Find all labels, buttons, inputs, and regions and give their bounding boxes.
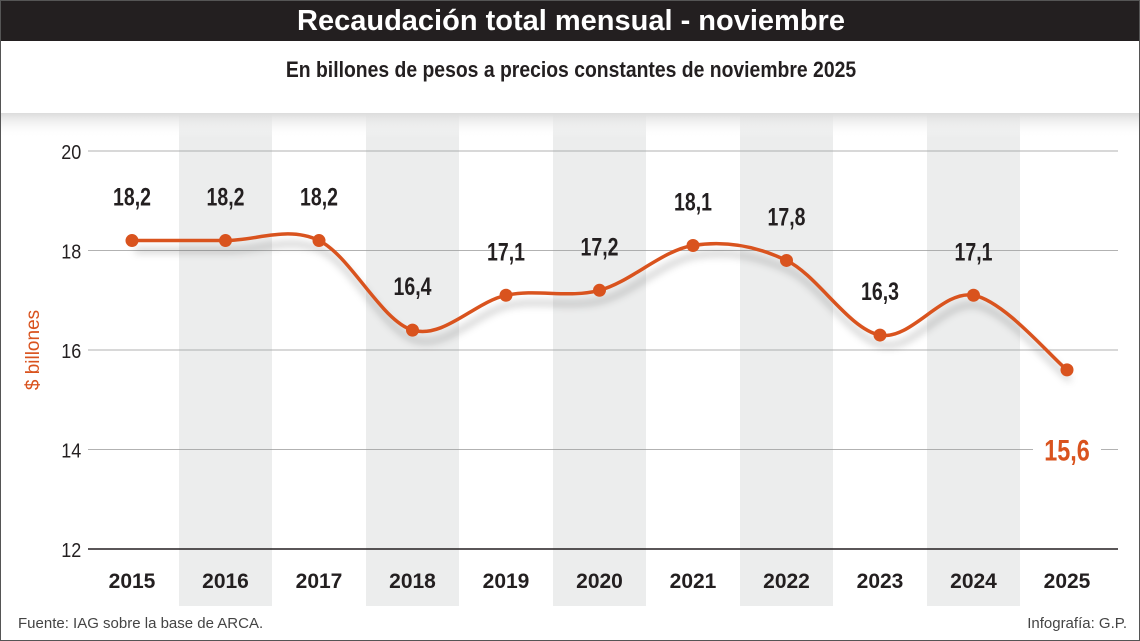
x-tick-label: 2015 <box>109 570 156 593</box>
source-note: Fuente: IAG sobre la base de ARCA. <box>18 615 264 632</box>
credit-note: Infografía: G.P. <box>1027 615 1127 632</box>
data-label-2016: 18,2 <box>207 183 245 211</box>
data-label-2018: 16,4 <box>394 273 432 301</box>
data-label-2024: 17,1 <box>955 238 993 266</box>
y-tick-label: 18 <box>61 242 81 264</box>
band-2022 <box>740 113 833 606</box>
y-tick-label: 14 <box>61 441 81 463</box>
data-label-2022: 17,8 <box>768 203 806 231</box>
x-tick-label: 2021 <box>670 570 717 593</box>
line-shadow <box>135 241 1072 382</box>
data-point-2024 <box>967 288 980 302</box>
x-tick-label: 2016 <box>202 570 249 593</box>
x-tick-label: 2018 <box>389 570 436 593</box>
band-2020 <box>553 113 646 606</box>
label-bg <box>1033 445 1101 454</box>
x-tick-label: 2024 <box>950 570 997 593</box>
x-tick-label: 2025 <box>1044 570 1091 593</box>
data-point-2023 <box>873 328 887 342</box>
data-label-2021: 18,1 <box>674 188 712 216</box>
data-label-2025: 15,6 <box>1044 434 1090 467</box>
data-point-2017 <box>312 234 326 248</box>
chart-title: Recaudación total mensual - noviembre <box>1 1 1139 41</box>
y-tick-label: 20 <box>61 142 81 164</box>
data-label-2017: 18,2 <box>300 183 338 211</box>
x-tick-label: 2023 <box>857 570 904 593</box>
x-tick-label: 2022 <box>763 570 810 593</box>
data-label-2015: 18,2 <box>113 183 151 211</box>
data-point-2019 <box>499 288 513 302</box>
data-point-2022 <box>780 253 793 267</box>
top-shadow <box>1 113 1139 138</box>
x-tick-label: 2019 <box>483 570 530 593</box>
y-axis-label: $ billones <box>23 310 44 390</box>
chart-subtitle: En billones de pesos a precios constante… <box>285 57 857 82</box>
y-tick-label: 12 <box>61 540 81 562</box>
data-label-2020: 17,2 <box>581 233 619 261</box>
band-2018 <box>366 113 459 606</box>
y-tick-label: 16 <box>61 341 81 363</box>
x-tick-label: 2020 <box>576 570 623 593</box>
data-point-2020 <box>593 283 606 297</box>
band-2024 <box>927 113 1020 606</box>
data-point-2018 <box>406 323 419 337</box>
data-label-2019: 17,1 <box>487 238 525 266</box>
data-point-2015 <box>125 234 139 248</box>
data-point-2025 <box>1060 363 1074 377</box>
band-2016 <box>179 113 272 606</box>
data-point-2021 <box>686 239 700 253</box>
x-tick-label: 2017 <box>296 570 343 593</box>
data-point-2016 <box>219 234 232 248</box>
data-label-2023: 16,3 <box>861 278 899 306</box>
